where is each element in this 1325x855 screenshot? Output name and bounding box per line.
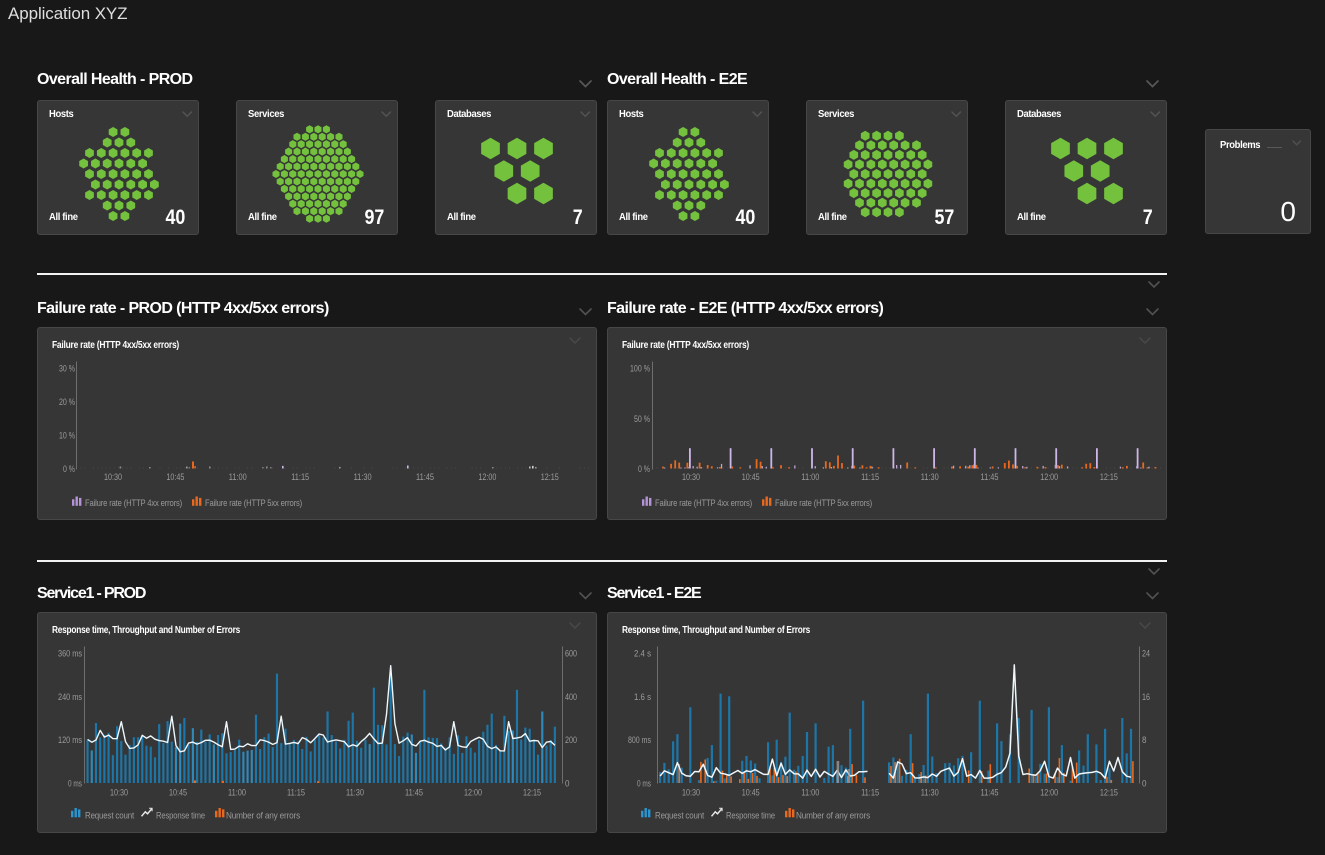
svg-text:12:00: 12:00 (478, 472, 496, 483)
svg-text:2.4 s: 2.4 s (634, 649, 651, 660)
svg-text:0 ms: 0 ms (637, 779, 651, 790)
svg-text:0 %: 0 % (638, 464, 650, 475)
svg-text:11:30: 11:30 (921, 472, 939, 483)
svg-text:Response time, Throughput and: Response time, Throughput and Number of … (622, 624, 810, 636)
svg-text:11:00: 11:00 (229, 472, 247, 483)
svg-text:11:45: 11:45 (981, 472, 999, 483)
svg-text:11:00: 11:00 (801, 788, 819, 799)
svg-text:11:45: 11:45 (405, 788, 423, 799)
svg-text:24: 24 (1142, 649, 1150, 660)
svg-text:200: 200 (565, 735, 577, 746)
svg-text:Response time: Response time (726, 811, 775, 822)
svg-text:240 ms: 240 ms (58, 692, 82, 703)
svg-text:11:15: 11:15 (861, 788, 879, 799)
svg-text:1.6 s: 1.6 s (634, 692, 651, 703)
svg-text:12:00: 12:00 (1040, 472, 1058, 483)
svg-text:12:15: 12:15 (523, 788, 541, 799)
svg-text:Failure rate (HTTP 5xx errors): Failure rate (HTTP 5xx errors) (205, 498, 302, 509)
svg-text:0: 0 (565, 779, 570, 790)
svg-text:10:45: 10:45 (742, 472, 760, 483)
svg-text:Request count: Request count (655, 811, 704, 822)
svg-text:10:30: 10:30 (682, 788, 700, 799)
svg-text:10:30: 10:30 (110, 788, 128, 799)
svg-text:Response time: Response time (156, 811, 205, 822)
svg-text:12:15: 12:15 (1100, 788, 1118, 799)
svg-text:12:15: 12:15 (1100, 472, 1118, 483)
svg-text:0 ms: 0 ms (68, 779, 82, 790)
svg-text:12:15: 12:15 (541, 472, 559, 483)
svg-text:Request count: Request count (85, 811, 134, 822)
svg-text:0 %: 0 % (63, 464, 75, 475)
svg-text:11:30: 11:30 (354, 472, 372, 483)
svg-text:400: 400 (565, 692, 577, 703)
svg-text:Failure rate (HTTP 4xx/5xx er: Failure rate (HTTP 4xx/5xx errors) (52, 339, 179, 351)
svg-text:0: 0 (1142, 779, 1147, 790)
svg-text:10:45: 10:45 (169, 788, 187, 799)
svg-text:100 %: 100 % (630, 364, 650, 375)
svg-text:10:45: 10:45 (166, 472, 184, 483)
svg-text:Failure rate (HTTP 4xx/5xx er: Failure rate (HTTP 4xx/5xx errors) (622, 339, 749, 351)
svg-text:20 %: 20 % (59, 397, 75, 408)
svg-text:11:15: 11:15 (861, 472, 879, 483)
svg-text:11:15: 11:15 (291, 472, 309, 483)
svg-text:Failure rate (HTTP 5xx errors): Failure rate (HTTP 5xx errors) (775, 498, 872, 509)
svg-text:11:45: 11:45 (981, 788, 999, 799)
svg-text:360 ms: 360 ms (58, 649, 82, 660)
svg-text:Number of any errors: Number of any errors (226, 811, 300, 822)
svg-text:600: 600 (565, 649, 577, 660)
svg-text:11:45: 11:45 (416, 472, 434, 483)
svg-text:10:30: 10:30 (104, 472, 122, 483)
svg-text:10:45: 10:45 (742, 788, 760, 799)
svg-text:Failure rate (HTTP 4xx errors): Failure rate (HTTP 4xx errors) (85, 498, 182, 509)
svg-text:Response time, Throughput and: Response time, Throughput and Number of … (52, 624, 240, 636)
svg-text:11:00: 11:00 (228, 788, 246, 799)
svg-text:12:00: 12:00 (464, 788, 482, 799)
svg-text:11:30: 11:30 (921, 788, 939, 799)
svg-text:10:30: 10:30 (682, 472, 700, 483)
svg-text:800 ms: 800 ms (628, 735, 651, 746)
svg-text:50 %: 50 % (634, 414, 650, 425)
svg-text:8: 8 (1142, 735, 1147, 746)
svg-text:10 %: 10 % (59, 431, 75, 442)
svg-text:16: 16 (1142, 692, 1150, 703)
svg-text:11:00: 11:00 (801, 472, 819, 483)
svg-text:Failure rate (HTTP 4xx errors): Failure rate (HTTP 4xx errors) (655, 498, 752, 509)
svg-text:11:15: 11:15 (287, 788, 305, 799)
svg-text:120 ms: 120 ms (58, 735, 82, 746)
svg-text:Number of any errors: Number of any errors (796, 811, 870, 822)
svg-text:11:30: 11:30 (346, 788, 364, 799)
svg-text:30 %: 30 % (59, 364, 75, 375)
svg-text:12:00: 12:00 (1040, 788, 1058, 799)
